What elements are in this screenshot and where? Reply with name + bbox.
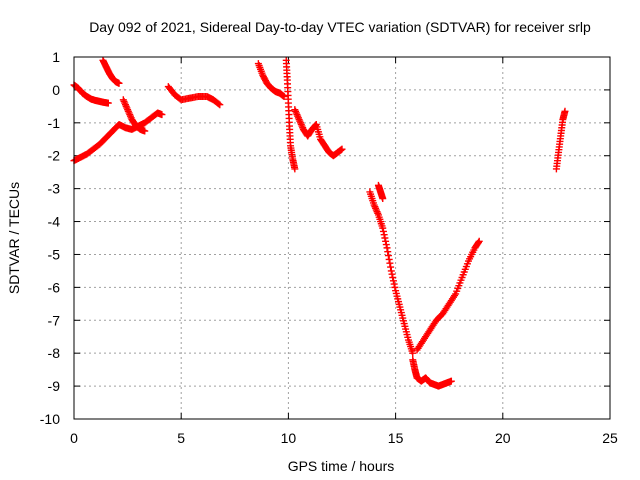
data-point xyxy=(115,79,123,87)
series-seg-f xyxy=(254,60,288,100)
series-seg-i xyxy=(366,188,417,357)
grid-layer xyxy=(74,57,610,419)
y-tick-label: -7 xyxy=(48,312,61,328)
data-point xyxy=(382,241,390,249)
series-seg-c xyxy=(99,56,123,87)
data-point xyxy=(387,267,395,275)
y-tick-label: -4 xyxy=(48,214,61,230)
data-point xyxy=(409,349,417,357)
x-axis-label: GPS time / hours xyxy=(288,458,395,474)
data-point xyxy=(475,237,483,245)
y-tick-label: -10 xyxy=(40,411,60,427)
y-tick-label: -3 xyxy=(48,181,61,197)
data-point xyxy=(386,259,394,267)
series-seg-e xyxy=(164,83,224,109)
data-point xyxy=(141,127,149,135)
y-tick-label: -9 xyxy=(48,378,61,394)
y-axis: 1 0 -1 -2 -3 -4 -5 -6 -7 -8 -9 -10 xyxy=(40,49,610,427)
data-point xyxy=(388,270,396,278)
data-point xyxy=(216,101,224,109)
data-point xyxy=(158,111,166,119)
series-seg-d xyxy=(119,96,149,135)
data-point xyxy=(384,248,392,256)
data-point xyxy=(389,273,397,281)
data-point xyxy=(381,234,389,242)
data-point xyxy=(384,252,392,260)
data-point xyxy=(291,165,299,173)
x-tick-label: 10 xyxy=(281,430,297,446)
data-point xyxy=(380,231,388,239)
data-point xyxy=(475,238,483,246)
data-point xyxy=(280,92,288,100)
data-point xyxy=(561,107,569,115)
y-tick-label: -5 xyxy=(48,246,61,262)
data-point xyxy=(338,145,346,153)
series-seg-l xyxy=(413,237,483,354)
y-axis-label: SDTVAR / TECUs xyxy=(6,182,22,294)
data-points xyxy=(70,56,569,390)
y-tick-label: -6 xyxy=(48,279,61,295)
series-seg-a xyxy=(70,81,112,107)
x-tick-label: 20 xyxy=(495,430,511,446)
y-tick-label: -1 xyxy=(48,115,61,131)
data-point xyxy=(215,100,223,108)
data-point xyxy=(379,195,387,203)
data-point xyxy=(379,224,387,232)
data-point xyxy=(104,99,112,107)
x-tick-label: 0 xyxy=(70,430,78,446)
y-tick-label: 1 xyxy=(52,49,60,65)
data-point xyxy=(390,280,398,288)
series-seg-h xyxy=(291,106,346,160)
plot-frame xyxy=(73,56,611,420)
y-tick-label: 0 xyxy=(52,82,60,98)
x-tick-label: 5 xyxy=(177,430,185,446)
data-point xyxy=(385,255,393,263)
data-point xyxy=(447,377,455,385)
data-point xyxy=(382,237,390,245)
data-point xyxy=(383,244,391,252)
series-seg-j xyxy=(374,181,387,203)
data-point xyxy=(379,227,387,235)
x-tick-label: 15 xyxy=(388,430,404,446)
x-axis: 0 5 10 15 20 25 xyxy=(70,57,618,446)
x-tick-label: 25 xyxy=(602,430,618,446)
data-point xyxy=(391,283,399,291)
data-point xyxy=(387,263,395,271)
y-tick-label: -8 xyxy=(48,345,61,361)
series-seg-m xyxy=(552,107,569,173)
series-seg-k xyxy=(409,356,455,390)
chart-title: Day 092 of 2021, Sidereal Day-to-day VTE… xyxy=(89,19,591,35)
y-tick-label: -2 xyxy=(48,148,61,164)
series-seg-g xyxy=(282,56,299,173)
data-point xyxy=(389,277,397,285)
series-seg-b xyxy=(70,109,166,165)
